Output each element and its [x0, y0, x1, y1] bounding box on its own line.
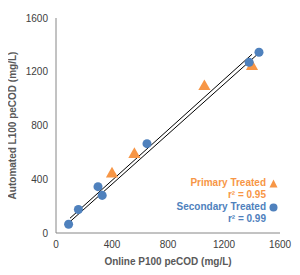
svg-text:Online P100 peCOD (mg/L): Online P100 peCOD (mg/L): [104, 256, 231, 267]
html-text:r² = 0.95: r² = 0.95: [227, 189, 266, 200]
svg-text:400: 400: [31, 174, 48, 185]
svg-text:Automated L100 peCOD (mg/L): Automated L100 peCOD (mg/L): [8, 52, 18, 200]
svg-text:1600: 1600: [269, 239, 292, 250]
html-text:Primary Treated: Primary Treated: [190, 177, 266, 188]
html-text:Secondary Treated: Secondary Treated: [176, 201, 266, 212]
svg-text:800: 800: [31, 120, 48, 131]
svg-text:0: 0: [42, 228, 48, 239]
html-text:r² = 0.99: r² = 0.99: [227, 213, 266, 224]
svg-text:0: 0: [53, 239, 59, 250]
svg-text:1600: 1600: [26, 13, 49, 24]
svg-text:400: 400: [104, 239, 121, 250]
svg-text:800: 800: [160, 239, 177, 250]
svg-text:1200: 1200: [26, 66, 49, 77]
svg-text:1200: 1200: [213, 239, 236, 250]
